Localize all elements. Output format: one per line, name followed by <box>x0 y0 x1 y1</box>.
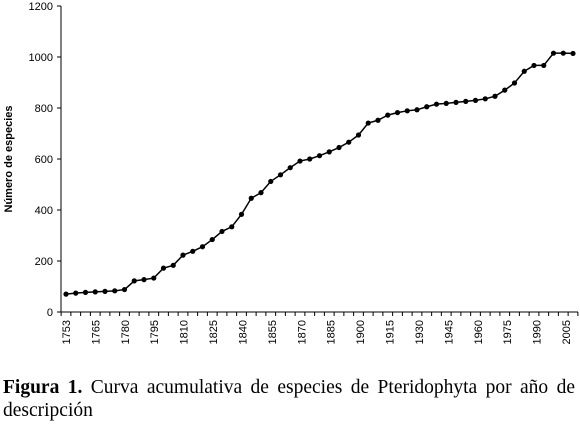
x-tick-label: 1900 <box>355 320 367 344</box>
x-tick-label: 1840 <box>237 320 249 344</box>
y-axis-label: Número de especies <box>3 106 15 213</box>
x-tick-label: 1975 <box>502 320 514 344</box>
x-tick-label: 1810 <box>179 320 191 344</box>
y-tick-label: 0 <box>47 307 53 319</box>
x-tick-label: 1990 <box>532 320 544 344</box>
data-point <box>443 100 449 107</box>
data-point <box>511 80 518 86</box>
data-point <box>336 144 342 151</box>
data-point <box>151 275 157 281</box>
y-tick-label: 800 <box>35 103 53 115</box>
x-tick-label: 1885 <box>326 320 338 344</box>
data-point <box>229 224 235 230</box>
data-point <box>570 50 576 57</box>
data-point <box>404 108 410 114</box>
x-tick-label: 1753 <box>61 320 73 344</box>
data-point <box>424 104 430 110</box>
data-point <box>297 158 303 164</box>
x-tick-label: 1945 <box>443 320 455 344</box>
y-tick-label: 400 <box>35 205 53 217</box>
data-point <box>287 165 293 171</box>
y-axis-ticks: 0 200 400 600 800 1000 1200 <box>29 1 61 319</box>
data-point <box>560 50 566 56</box>
data-point <box>482 96 488 102</box>
data-point <box>73 290 79 296</box>
data-point <box>248 195 254 201</box>
data-point <box>268 178 274 185</box>
data-point <box>92 289 98 295</box>
data-point <box>316 153 323 159</box>
y-tick-label: 600 <box>35 154 53 166</box>
data-point <box>219 228 225 235</box>
data-point <box>414 107 420 113</box>
x-tick-label: 1915 <box>385 320 397 344</box>
data-point <box>160 265 167 271</box>
data-point <box>355 132 362 138</box>
data-point <box>346 139 352 145</box>
x-tick-label: 1795 <box>149 320 161 344</box>
series-species-count <box>63 50 576 297</box>
data-point <box>121 286 128 293</box>
data-point <box>326 149 332 155</box>
line-chart: 0 200 400 600 800 1000 1200 1753 1765 1780 1795 18… <box>3 1 579 344</box>
x-tick-label: 1765 <box>90 320 102 344</box>
data-point <box>385 112 391 118</box>
data-point <box>394 109 401 116</box>
data-point <box>170 262 176 268</box>
figure-caption: Figura 1. Curva acumulativa de especies … <box>3 376 575 422</box>
data-point <box>209 236 215 243</box>
data-point <box>492 93 498 99</box>
data-point <box>141 277 147 283</box>
data-point <box>199 244 206 250</box>
data-point <box>180 252 186 258</box>
x-axis-ticks: 1753 1765 1780 1795 1810 1825 1840 1855 1870 1885… <box>60 312 579 344</box>
x-tick-label: 1855 <box>267 320 279 344</box>
series-line <box>65 52 574 295</box>
data-point <box>131 278 137 284</box>
data-point <box>472 97 479 103</box>
data-point <box>238 211 245 217</box>
caption-label: Figura 1. <box>3 377 83 398</box>
data-point <box>365 120 371 126</box>
data-point <box>521 68 527 74</box>
data-point <box>112 288 118 294</box>
data-point <box>277 172 284 178</box>
data-point <box>82 289 89 295</box>
data-point <box>258 190 264 196</box>
x-tick-label: 1825 <box>208 320 220 344</box>
y-tick-label: 1200 <box>29 1 53 13</box>
data-point <box>433 101 440 107</box>
data-point <box>463 98 469 104</box>
data-point <box>190 248 196 254</box>
x-tick-label: 1870 <box>296 320 308 344</box>
x-tick-label: 1960 <box>473 320 485 344</box>
data-point <box>502 87 508 93</box>
x-tick-label: 1930 <box>414 320 426 344</box>
y-tick-label: 1000 <box>29 52 53 64</box>
x-tick-label: 1780 <box>120 320 132 344</box>
data-point <box>63 291 69 297</box>
data-point <box>541 62 547 69</box>
data-point <box>307 156 313 162</box>
data-point <box>102 288 108 294</box>
data-point <box>531 62 537 69</box>
data-point <box>453 99 459 105</box>
caption-text: Curva acumulativa de especies de Pterido… <box>3 377 575 421</box>
y-tick-label: 200 <box>35 256 53 268</box>
data-point <box>375 117 381 123</box>
x-tick-label: 2005 <box>561 320 573 344</box>
data-point <box>550 50 557 56</box>
